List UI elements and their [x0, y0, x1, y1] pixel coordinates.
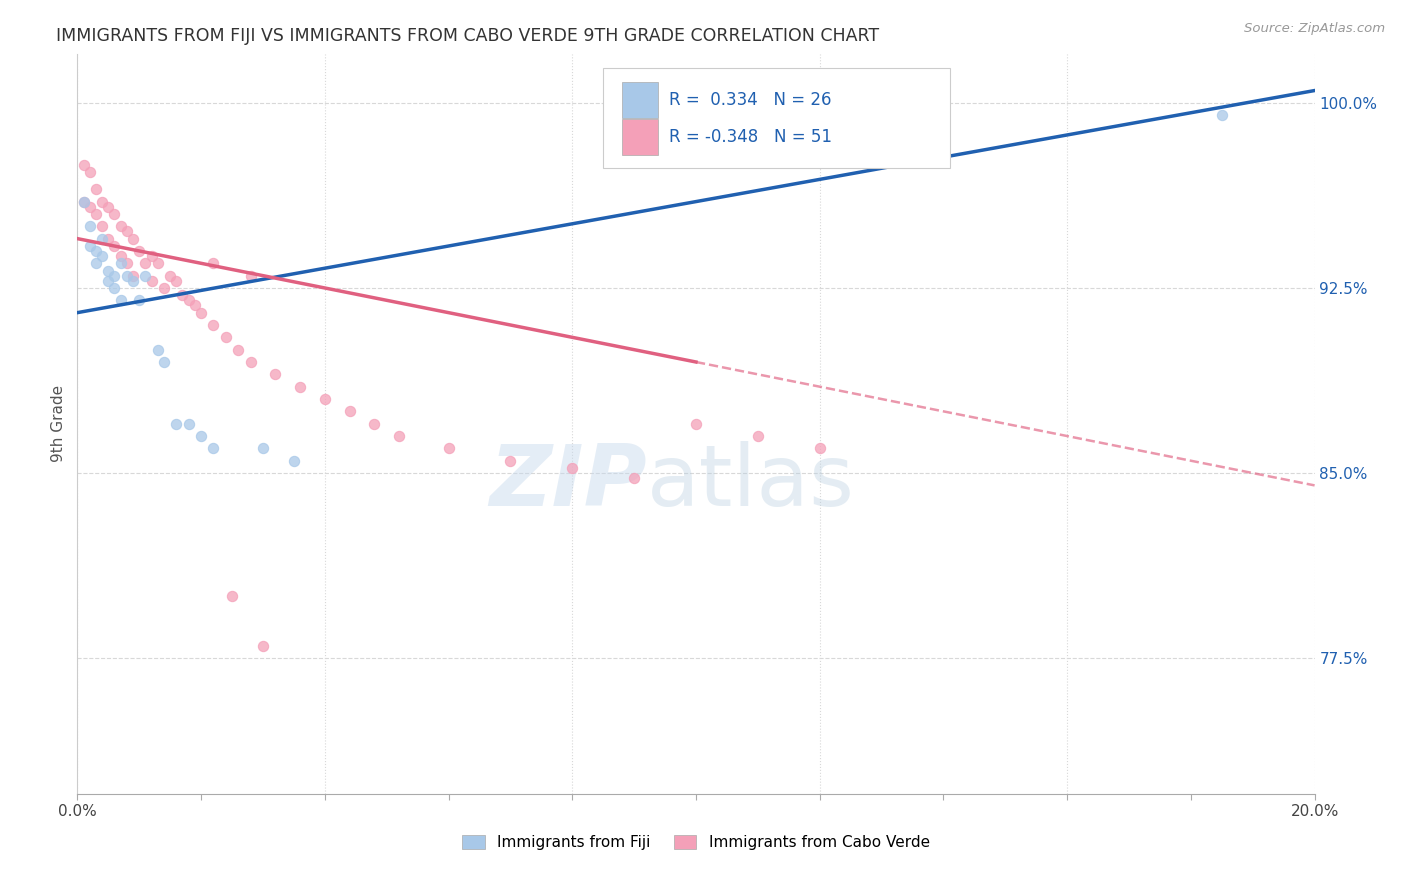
- Text: atlas: atlas: [647, 442, 855, 524]
- Text: IMMIGRANTS FROM FIJI VS IMMIGRANTS FROM CABO VERDE 9TH GRADE CORRELATION CHART: IMMIGRANTS FROM FIJI VS IMMIGRANTS FROM …: [56, 27, 879, 45]
- Text: Source: ZipAtlas.com: Source: ZipAtlas.com: [1244, 22, 1385, 36]
- Point: [184, 298, 207, 312]
- Point: [84, 182, 107, 196]
- Point: [747, 429, 769, 443]
- Point: [103, 207, 125, 221]
- Point: [79, 219, 101, 234]
- Point: [103, 239, 125, 253]
- Point: [172, 288, 194, 302]
- Point: [91, 249, 114, 263]
- Point: [115, 268, 138, 283]
- Point: [215, 330, 238, 344]
- Point: [97, 200, 120, 214]
- Point: [202, 318, 225, 332]
- Point: [122, 274, 145, 288]
- Point: [72, 194, 94, 209]
- Point: [202, 442, 225, 456]
- Point: [79, 239, 101, 253]
- Point: [221, 590, 243, 604]
- Point: [103, 268, 125, 283]
- Point: [134, 268, 156, 283]
- Point: [177, 417, 200, 431]
- Point: [72, 158, 94, 172]
- Point: [128, 293, 150, 308]
- Point: [91, 194, 114, 209]
- FancyBboxPatch shape: [621, 82, 658, 119]
- Point: [153, 355, 176, 369]
- Y-axis label: 9th Grade: 9th Grade: [51, 385, 66, 462]
- Point: [202, 256, 225, 270]
- Point: [239, 355, 262, 369]
- Text: R = -0.348   N = 51: R = -0.348 N = 51: [669, 128, 832, 146]
- Point: [128, 244, 150, 258]
- Point: [239, 268, 262, 283]
- Point: [499, 453, 522, 467]
- Point: [226, 343, 249, 357]
- Point: [115, 224, 138, 238]
- Point: [146, 343, 169, 357]
- Point: [159, 268, 181, 283]
- Point: [252, 442, 274, 456]
- Text: ZIP: ZIP: [489, 442, 647, 524]
- Point: [110, 219, 132, 234]
- Point: [165, 274, 187, 288]
- Point: [288, 379, 311, 393]
- Point: [153, 281, 176, 295]
- Point: [79, 200, 101, 214]
- Point: [363, 417, 385, 431]
- Point: [110, 293, 132, 308]
- Point: [103, 281, 125, 295]
- Point: [122, 232, 145, 246]
- Point: [91, 219, 114, 234]
- Point: [190, 429, 212, 443]
- Point: [84, 256, 107, 270]
- Point: [97, 232, 120, 246]
- Point: [623, 471, 645, 485]
- Point: [252, 639, 274, 653]
- Point: [146, 256, 169, 270]
- Point: [314, 392, 336, 406]
- Point: [79, 165, 101, 179]
- Point: [84, 244, 107, 258]
- Point: [141, 249, 163, 263]
- Point: [110, 256, 132, 270]
- FancyBboxPatch shape: [603, 69, 949, 169]
- FancyBboxPatch shape: [621, 119, 658, 155]
- Point: [122, 268, 145, 283]
- Point: [141, 274, 163, 288]
- Point: [437, 442, 460, 456]
- Point: [97, 263, 120, 277]
- Point: [97, 274, 120, 288]
- Point: [134, 256, 156, 270]
- Point: [84, 207, 107, 221]
- Point: [72, 194, 94, 209]
- Point: [110, 249, 132, 263]
- Point: [1211, 108, 1233, 122]
- Legend: Immigrants from Fiji, Immigrants from Cabo Verde: Immigrants from Fiji, Immigrants from Ca…: [456, 830, 936, 856]
- Point: [91, 232, 114, 246]
- Point: [561, 461, 583, 475]
- Point: [177, 293, 200, 308]
- Point: [388, 429, 411, 443]
- Point: [339, 404, 361, 418]
- Point: [685, 417, 707, 431]
- Point: [808, 442, 831, 456]
- Text: R =  0.334   N = 26: R = 0.334 N = 26: [669, 91, 831, 109]
- Point: [165, 417, 187, 431]
- Point: [190, 305, 212, 319]
- Point: [115, 256, 138, 270]
- Point: [264, 368, 287, 382]
- Point: [283, 453, 305, 467]
